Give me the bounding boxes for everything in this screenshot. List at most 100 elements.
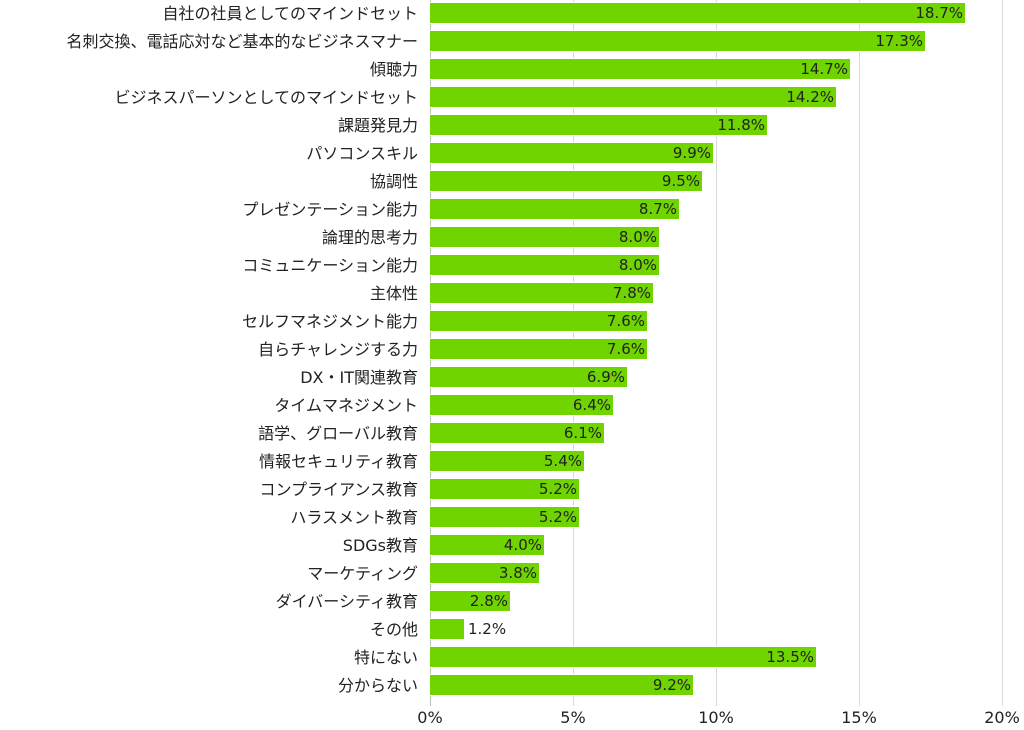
bar-row: マーケティング 3.8%: [0, 560, 1024, 588]
category-label: コンプライアンス教育: [259, 480, 418, 499]
bar-row: 自社の社員としてのマインドセット 18.7%: [0, 0, 1024, 28]
value-label: 17.3%: [875, 32, 923, 50]
bar: [430, 451, 584, 471]
bar-row: コミュニケーション能力 8.0%: [0, 252, 1024, 280]
bar-row: タイムマネジメント 6.4%: [0, 392, 1024, 420]
bar-row: 語学、グローバル教育 6.1%: [0, 420, 1024, 448]
value-label: 13.5%: [766, 648, 814, 666]
value-label: 14.2%: [786, 88, 834, 106]
bar-row: プレゼンテーション能力 8.7%: [0, 196, 1024, 224]
bar-row: その他 1.2%: [0, 616, 1024, 644]
x-tick-label: 10%: [698, 708, 734, 727]
category-label: プレゼンテーション能力: [242, 200, 418, 219]
category-label: 主体性: [369, 284, 418, 303]
value-label: 11.8%: [717, 116, 765, 134]
bar: [430, 255, 659, 275]
bar-row: パソコンスキル 9.9%: [0, 140, 1024, 168]
bar: [430, 647, 816, 667]
bar-row: ダイバーシティ教育 2.8%: [0, 588, 1024, 616]
bar-row: セルフマネジメント能力 7.6%: [0, 308, 1024, 336]
bar: [430, 339, 647, 359]
category-label: ダイバーシティ教育: [275, 592, 418, 611]
category-label: 論理的思考力: [321, 228, 418, 247]
bar: [430, 367, 627, 387]
value-label: 5.4%: [543, 452, 582, 470]
bar: [430, 563, 539, 583]
x-tick-label: 5%: [560, 708, 586, 727]
bar: [430, 31, 925, 51]
bar: [430, 143, 713, 163]
value-label: 8.0%: [618, 256, 657, 274]
bar-row: 自らチャレンジする力 7.6%: [0, 336, 1024, 364]
category-label: コミュニケーション能力: [242, 256, 418, 275]
bar-row: 主体性 7.8%: [0, 280, 1024, 308]
value-label: 9.9%: [672, 144, 711, 162]
category-label: マーケティング: [307, 564, 418, 583]
value-label: 5.2%: [538, 508, 577, 526]
bar: [430, 507, 579, 527]
value-label: 6.1%: [563, 424, 602, 442]
x-tick-label: 15%: [841, 708, 877, 727]
value-label: 8.7%: [638, 200, 677, 218]
bar-row: ビジネスパーソンとしてのマインドセット 14.2%: [0, 84, 1024, 112]
bar-row: SDGs教育 4.0%: [0, 532, 1024, 560]
category-label: 情報セキュリティ教育: [258, 452, 418, 471]
category-label: SDGs教育: [342, 536, 418, 555]
bar-row: ハラスメント教育 5.2%: [0, 504, 1024, 532]
bar-row: 特にない 13.5%: [0, 644, 1024, 672]
bar: [430, 423, 604, 443]
bar: [430, 591, 510, 611]
category-label: 名刺交換、電話応対など基本的なビジネスマナー: [66, 32, 418, 51]
value-label: 9.5%: [661, 172, 700, 190]
bar-row: コンプライアンス教育 5.2%: [0, 476, 1024, 504]
value-label: 5.2%: [538, 480, 577, 498]
value-label: 3.8%: [498, 564, 537, 582]
category-label: セルフマネジメント能力: [241, 312, 418, 331]
category-label: 分からない: [337, 676, 418, 695]
bar: [430, 115, 767, 135]
x-tick-label: 20%: [984, 708, 1020, 727]
value-label: 2.8%: [469, 592, 508, 610]
bar: [430, 227, 659, 247]
value-label: 8.0%: [618, 228, 657, 246]
value-label: 6.9%: [586, 368, 625, 386]
category-label: パソコンスキル: [306, 144, 418, 163]
value-label: 18.7%: [915, 4, 963, 22]
bar-row: 傾聴力 14.7%: [0, 56, 1024, 84]
value-label: 7.8%: [612, 284, 651, 302]
value-label: 1.2%: [468, 620, 507, 638]
bar-row: DX・IT関連教育 6.9%: [0, 364, 1024, 392]
bar: [430, 3, 965, 23]
category-label: DX・IT関連教育: [300, 368, 418, 387]
value-label: 7.6%: [606, 312, 645, 330]
category-label: 語学、グローバル教育: [258, 424, 418, 443]
bar: [430, 87, 836, 107]
category-label: 自らチャレンジする力: [258, 340, 418, 359]
bar: [430, 283, 653, 303]
value-label: 6.4%: [572, 396, 611, 414]
category-label: ハラスメント教育: [290, 508, 418, 527]
bar: [430, 199, 679, 219]
bar: [430, 619, 464, 639]
category-label: 特にない: [353, 648, 418, 667]
bar-row: 課題発見力 11.8%: [0, 112, 1024, 140]
category-label: 自社の社員としてのマインドセット: [162, 4, 418, 23]
bar-row: 情報セキュリティ教育 5.4%: [0, 448, 1024, 476]
x-tick-label: 0%: [417, 708, 443, 727]
category-label: タイムマネジメント: [274, 396, 418, 415]
bar: [430, 311, 647, 331]
bar-row: 論理的思考力 8.0%: [0, 224, 1024, 252]
bar: [430, 171, 702, 191]
category-label: 課題発見力: [337, 116, 418, 135]
bar: [430, 395, 613, 415]
value-label: 14.7%: [800, 60, 848, 78]
bar: [430, 675, 693, 695]
gridline: [1002, 0, 1003, 706]
value-label: 4.0%: [503, 536, 542, 554]
bar-row: 名刺交換、電話応対など基本的なビジネスマナー 17.3%: [0, 28, 1024, 56]
category-label: 傾聴力: [369, 60, 418, 79]
bar: [430, 479, 579, 499]
bar-row: 協調性 9.5%: [0, 168, 1024, 196]
gridline: [716, 0, 717, 706]
category-label: ビジネスパーソンとしてのマインドセット: [114, 88, 418, 107]
